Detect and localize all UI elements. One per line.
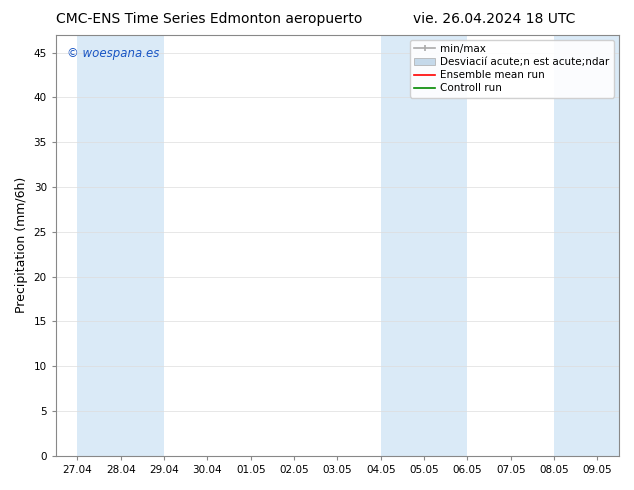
Bar <box>424 35 467 456</box>
Text: © woespana.es: © woespana.es <box>67 47 160 60</box>
Text: vie. 26.04.2024 18 UTC: vie. 26.04.2024 18 UTC <box>413 12 576 26</box>
Bar <box>77 35 121 456</box>
Text: CMC-ENS Time Series Edmonton aeropuerto: CMC-ENS Time Series Edmonton aeropuerto <box>56 12 363 26</box>
Bar <box>381 35 424 456</box>
Y-axis label: Precipitation (mm/6h): Precipitation (mm/6h) <box>15 177 28 314</box>
Bar <box>121 35 164 456</box>
Legend: min/max, Desviacií acute;n est acute;ndar, Ensemble mean run, Controll run: min/max, Desviacií acute;n est acute;nda… <box>410 40 614 98</box>
Bar <box>554 35 634 456</box>
